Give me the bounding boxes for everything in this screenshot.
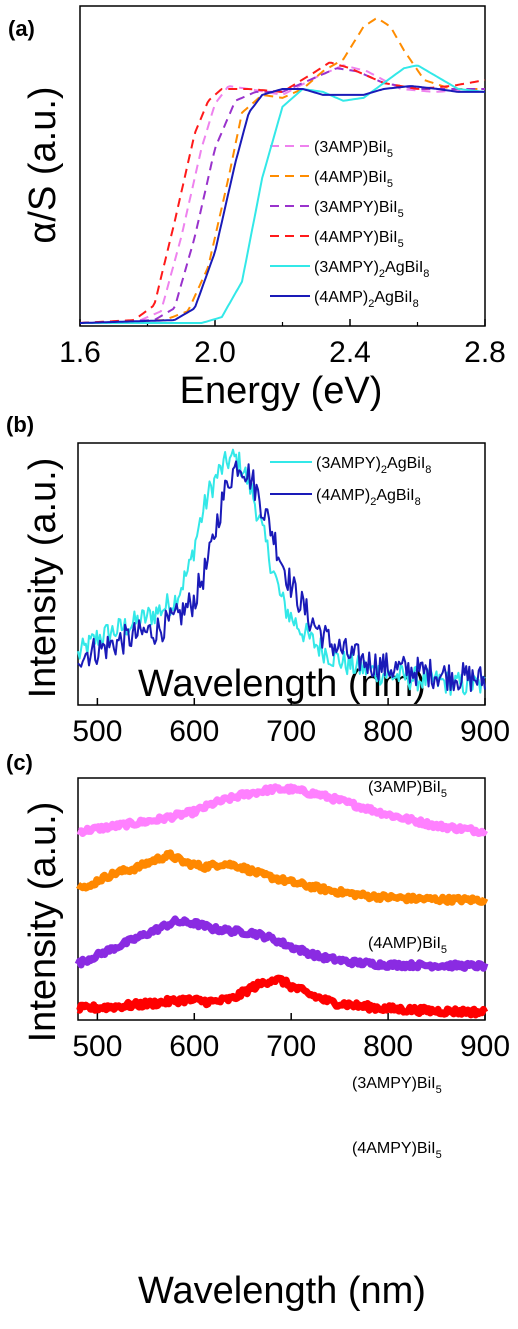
series-label-c-3: (4AMPY)BiI5 <box>352 1140 442 1161</box>
series-line-a-0 <box>79 64 486 324</box>
legend-label-a-5: (4AMP)2AgBiI8 <box>314 289 419 310</box>
legend-label-a-2: (3AMPY)BiI5 <box>314 199 404 220</box>
x-tick-label-c: 800 <box>363 1030 413 1063</box>
x-tick-label-b: 600 <box>169 715 219 748</box>
x-tick-label-a: 2.8 <box>464 336 506 369</box>
legend-label-a-1: (4AMP)BiI5 <box>314 169 393 190</box>
series-label-c-1: (4AMP)BiI5 <box>368 935 447 956</box>
series-line-b-0 <box>77 448 486 696</box>
panel-label-c: (c) <box>6 750 33 775</box>
panel-c: (c) Intensity (a.u.) Wavelength (nm) 500… <box>6 750 510 1312</box>
series-line-a-4 <box>80 64 486 324</box>
plot-frame-b <box>77 442 486 706</box>
x-tick-label-b: 700 <box>266 715 316 748</box>
series-line-a-5 <box>80 85 485 324</box>
plot-area-b: 500 600 700 800 900 (3AMPY)2AgBiI8 (4AMP)2AgBi… <box>72 442 510 748</box>
y-axis-title-b: Intensity (a.u.) <box>22 458 64 699</box>
series-label-c-2: (3AMPY)BiI5 <box>352 1075 442 1096</box>
legend-label-a-0: (3AMP)BiI5 <box>314 139 393 160</box>
legend-label-a-3: (4AMPY)BiI5 <box>314 229 404 250</box>
x-tick-label-b: 900 <box>460 715 510 748</box>
series-line-c-1 <box>76 849 489 906</box>
legend-label-a-4: (3AMPY)2AgBiI8 <box>314 259 429 280</box>
series-line-b-1 <box>77 460 486 692</box>
x-axis-title-a: Energy (eV) <box>180 370 383 412</box>
x-tick-label-c: 600 <box>169 1030 219 1063</box>
panel-b: (b) Intensity (a.u.) Wavelength (nm) 500… <box>6 412 510 748</box>
series-line-c-2 <box>74 915 489 972</box>
x-tick-label-c: 500 <box>72 1030 122 1063</box>
x-axis-title-c: Wavelength (nm) <box>138 1270 426 1312</box>
x-tick-label-a: 2.4 <box>329 336 371 369</box>
plot-area-a: 1.6 2.0 2.4 2.8 (3AMP)BiI5 (4AMP)BiI5 (3AMPY)B… <box>59 5 506 369</box>
y-axis-title-a: α/S (a.u.) <box>22 86 64 243</box>
panel-label-a: (a) <box>8 16 35 41</box>
series-line-c-3 <box>76 974 489 1019</box>
x-tick-label-a: 1.6 <box>59 336 101 369</box>
y-axis-title-c: Intensity (a.u.) <box>22 802 64 1043</box>
panel-label-b: (b) <box>6 412 34 437</box>
x-tick-label-b: 500 <box>72 715 122 748</box>
x-tick-label-b: 800 <box>363 715 413 748</box>
x-tick-label-c: 700 <box>266 1030 316 1063</box>
series-line-a-3 <box>79 61 486 324</box>
series-label-c-0: (3AMP)BiI5 <box>368 779 447 800</box>
plot-area-c: 500 600 700 800 900 (3AMP)BiI5 (4AMP)BiI5 (3AMP… <box>72 777 510 1161</box>
legend-label-b-1: (4AMP)2AgBiI8 <box>316 487 421 508</box>
legend-label-b-0: (3AMPY)2AgBiI8 <box>316 455 431 476</box>
x-tick-label-c: 900 <box>460 1030 510 1063</box>
x-tick-label-a: 2.0 <box>194 336 236 369</box>
panel-a: (a) α/S (a.u.) Energy (eV) 1.6 2.0 2.4 2.8 (… <box>8 5 506 412</box>
series-line-c-0 <box>76 783 489 837</box>
